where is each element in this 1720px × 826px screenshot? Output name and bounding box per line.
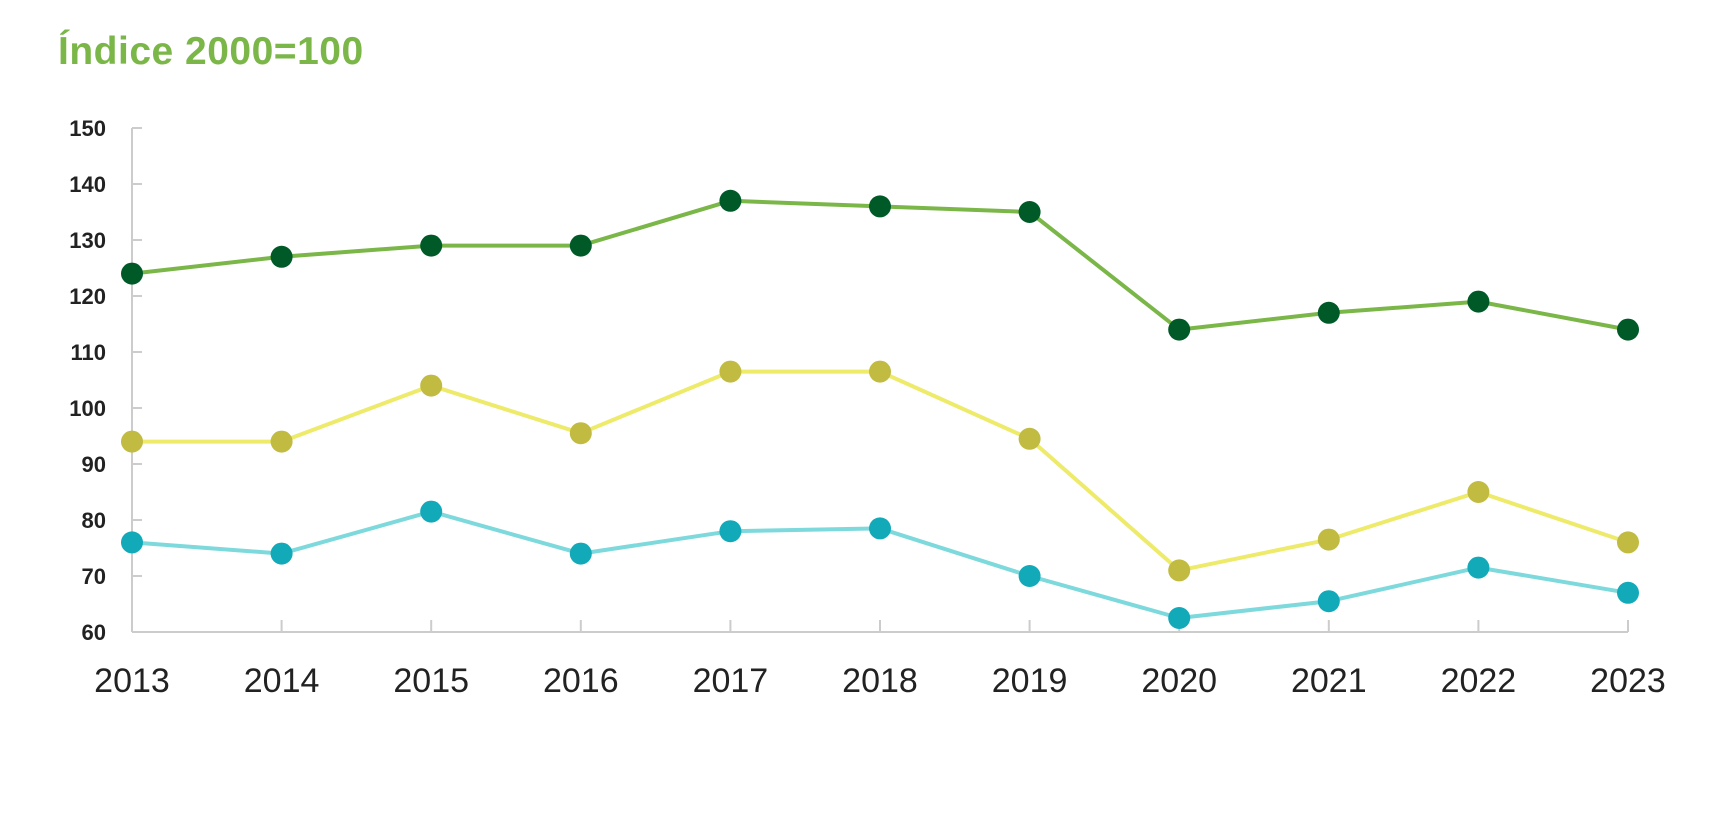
- series-2-point[interactable]: [270, 430, 293, 453]
- series-1-point[interactable]: [569, 234, 592, 257]
- series-2-point[interactable]: [1467, 481, 1490, 503]
- series-1-point[interactable]: [420, 234, 443, 257]
- series-1-point[interactable]: [1317, 301, 1340, 324]
- y-tick-label: 60: [82, 620, 106, 645]
- x-tick-label: 2020: [1141, 662, 1217, 700]
- x-tick-label: 2016: [543, 662, 619, 700]
- x-tick-label: 2023: [1590, 662, 1666, 700]
- series-2-point[interactable]: [1018, 427, 1041, 450]
- series-2-point[interactable]: [1168, 559, 1191, 582]
- series-markers: [121, 189, 1639, 629]
- series-2-point[interactable]: [420, 374, 443, 397]
- series-2-point[interactable]: [869, 360, 891, 383]
- y-tick-label: 140: [69, 172, 106, 197]
- series-1-point[interactable]: [1018, 201, 1041, 223]
- series-1-point[interactable]: [1617, 318, 1639, 341]
- y-tick-label: 70: [82, 564, 106, 589]
- y-tick-label: 110: [71, 340, 107, 365]
- x-tick-label: 2013: [94, 662, 170, 700]
- x-tick-label: 2021: [1291, 662, 1367, 700]
- y-tick-label: 100: [69, 396, 106, 421]
- x-tick-label: 2017: [693, 662, 769, 700]
- series-1-point[interactable]: [1168, 318, 1191, 341]
- series-2-line: [132, 369, 1629, 573]
- series-3-point[interactable]: [121, 531, 143, 554]
- series-2-point[interactable]: [1317, 528, 1340, 551]
- series-3-point[interactable]: [270, 542, 293, 565]
- series-1-point[interactable]: [1467, 290, 1490, 313]
- series-2-point[interactable]: [719, 360, 742, 383]
- series-2-point[interactable]: [121, 430, 143, 453]
- series-1-point[interactable]: [869, 195, 891, 218]
- series-3-point[interactable]: [1317, 590, 1340, 613]
- x-tick-label: 2015: [393, 662, 469, 700]
- series-3-point[interactable]: [719, 520, 742, 543]
- series-3-point[interactable]: [1018, 565, 1041, 587]
- y-tick-label: 120: [69, 284, 106, 309]
- series-2-point[interactable]: [1617, 531, 1639, 554]
- x-tick-label: 2022: [1441, 662, 1517, 700]
- series-3-point[interactable]: [869, 517, 891, 540]
- x-tick-label: 2019: [992, 662, 1068, 700]
- x-tick-label: 2014: [244, 662, 320, 700]
- series-3-point[interactable]: [1467, 556, 1490, 579]
- tick-labels: 60 70 80 90 100 110 120 130 140 150 2013 2014 2015 20…: [69, 116, 1666, 700]
- series-lines: [131, 198, 1629, 620]
- chart-title: Índice 2000=100: [58, 30, 364, 73]
- series-1-point[interactable]: [270, 245, 293, 268]
- series-1-line: [131, 198, 1629, 332]
- series-1-point[interactable]: [719, 189, 742, 212]
- y-tick-label: 150: [69, 116, 106, 141]
- series-3-point[interactable]: [420, 500, 443, 523]
- y-tick-label: 90: [82, 452, 106, 477]
- series-2-point[interactable]: [569, 422, 592, 445]
- series-3-point[interactable]: [1617, 581, 1639, 604]
- y-tick-label: 130: [69, 228, 106, 253]
- series-1-point[interactable]: [121, 262, 143, 285]
- x-tick-label: 2018: [842, 662, 918, 700]
- series-3-point[interactable]: [569, 542, 592, 565]
- series-3-point[interactable]: [1168, 607, 1191, 629]
- y-tick-label: 80: [82, 508, 106, 533]
